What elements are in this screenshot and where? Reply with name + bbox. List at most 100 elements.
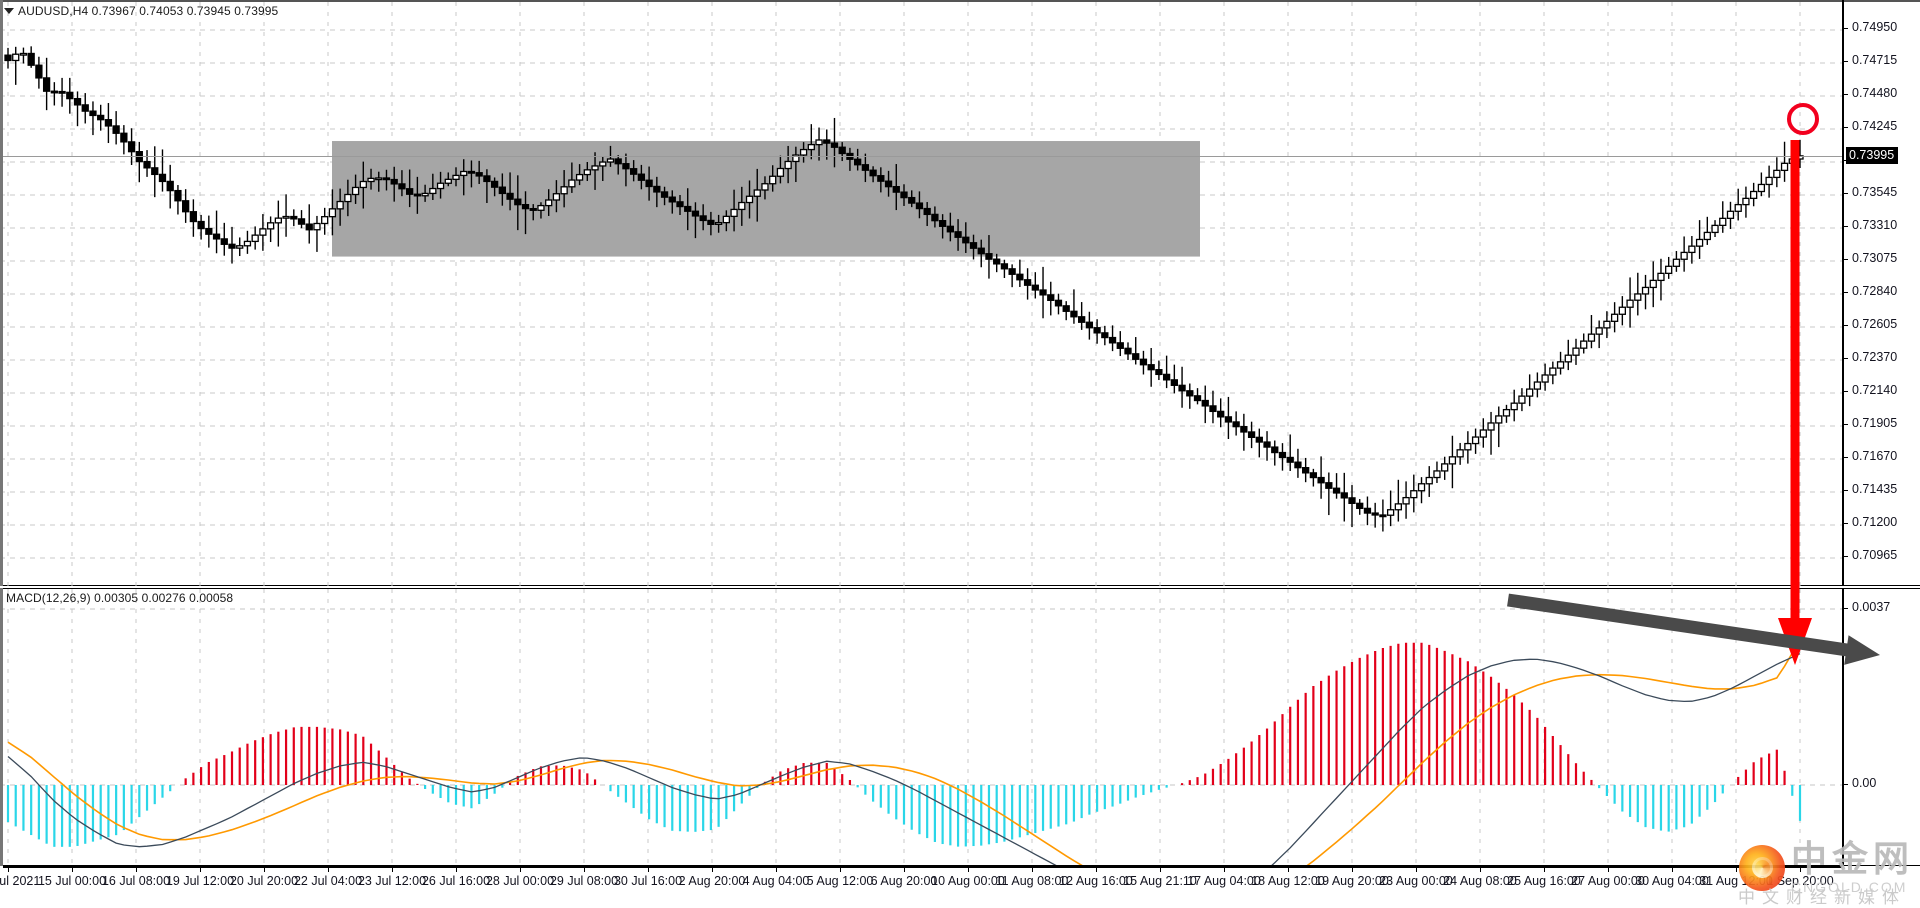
- price-axis-tick: 0.73545: [1852, 185, 1898, 199]
- price-axis-tick-mark: [1842, 457, 1848, 458]
- time-axis-tick: [72, 866, 73, 872]
- time-axis-label: 30 Jul 16:00: [613, 874, 683, 888]
- price-axis-tick-mark: [1842, 28, 1848, 29]
- time-axis-label: 23 Jul 12:00: [357, 874, 427, 888]
- macd-panel-left-edge: [0, 588, 3, 866]
- current-price-tag: 0.73995: [1846, 146, 1899, 164]
- price-axis-tick-mark: [1842, 94, 1848, 95]
- price-axis-tick: 0.70965: [1852, 548, 1898, 562]
- cngold-watermark: 中金网 CNGOLD.COM 中文财经新媒体: [1738, 842, 1914, 908]
- time-axis-tick: [712, 866, 713, 872]
- time-axis-label: 17 Aug 04:00: [1187, 874, 1261, 888]
- time-axis-tick: [776, 866, 777, 872]
- price-axis-tick-mark: [1842, 61, 1848, 62]
- price-axis-tick-mark: [1842, 160, 1848, 161]
- macd-axis-tick: 0.00: [1852, 776, 1877, 790]
- time-axis-tick: [328, 866, 329, 872]
- macd-plot-area[interactable]: [0, 589, 1842, 865]
- time-axis-label: 26 Jul 16:00: [421, 874, 491, 888]
- time-axis-label: 15 Aug 21:10: [1123, 874, 1197, 888]
- price-axis-tick-mark: [1842, 523, 1848, 524]
- time-axis-tick: [1032, 866, 1033, 872]
- price-axis-tick-mark: [1842, 127, 1848, 128]
- price-axis-separator: [1842, 0, 1844, 586]
- price-axis-tick: 0.72840: [1852, 284, 1898, 298]
- price-axis-tick: 0.72370: [1852, 350, 1898, 364]
- time-axis-tick: [1672, 866, 1673, 872]
- time-axis-tick: [1224, 866, 1225, 872]
- price-axis-tick-mark: [1842, 292, 1848, 293]
- watermark-text: 中金网 CNGOLD.COM: [1790, 842, 1914, 895]
- price-axis-tick-mark: [1842, 391, 1848, 392]
- macd-axis-tick-mark: [1842, 608, 1848, 609]
- price-axis-tick: 0.74480: [1852, 86, 1898, 100]
- time-axis-tick: [1416, 866, 1417, 872]
- time-axis-label: 16 Jul 08:00: [101, 874, 171, 888]
- time-axis-tick: [1288, 866, 1289, 872]
- macd-indicator-panel[interactable]: [0, 588, 1920, 866]
- price-plot-area[interactable]: [0, 2, 1842, 586]
- time-axis-label: 29 Jul 08:00: [549, 874, 619, 888]
- time-axis-tick: [1096, 866, 1097, 872]
- macd-chart-canvas: [0, 589, 1842, 865]
- time-axis-tick: [648, 866, 649, 872]
- price-axis-tick-mark: [1842, 193, 1848, 194]
- price-axis-tick: 0.71905: [1852, 416, 1898, 430]
- time-axis-label: 12 Aug 16:00: [1059, 874, 1133, 888]
- price-chart-panel[interactable]: [0, 0, 1920, 586]
- price-chart-canvas: [0, 2, 1842, 586]
- time-axis-tick: [456, 866, 457, 872]
- time-axis-tick: [904, 866, 905, 872]
- price-panel-left-edge: [0, 0, 3, 586]
- time-axis-tick: [584, 866, 585, 872]
- price-axis-tick-mark: [1842, 226, 1848, 227]
- time-axis-rule: [3, 866, 1842, 868]
- watermark-tagline: 中文财经新媒体: [1738, 888, 1906, 908]
- time-axis-label: 20 Jul 20:00: [229, 874, 299, 888]
- time-axis-label: 10 Aug 00:00: [931, 874, 1005, 888]
- chevron-down-icon[interactable]: [4, 8, 14, 14]
- price-axis-tick: 0.71200: [1852, 515, 1898, 529]
- price-axis-tick-mark: [1842, 556, 1848, 557]
- symbol-ohlc-label: AUDUSD,H4 0.73967 0.74053 0.73945 0.7399…: [18, 4, 279, 18]
- time-axis-tick: [1160, 866, 1161, 872]
- time-axis-label: 30 Aug 04:00: [1635, 874, 1709, 888]
- price-axis-tick: 0.72140: [1852, 383, 1898, 397]
- time-axis-label: 2 Aug 20:00: [678, 874, 746, 888]
- macd-axis-separator: [1842, 588, 1844, 866]
- time-axis-tick: [136, 866, 137, 872]
- macd-axis-tick-mark: [1842, 784, 1848, 785]
- watermark-site: CNGOLD.COM: [1790, 879, 1908, 895]
- time-axis-label: 15 Jul 00:00: [37, 874, 107, 888]
- price-axis-tick: 0.73310: [1852, 218, 1898, 232]
- macd-indicator-label: MACD(12,26,9) 0.00305 0.00276 0.00058: [6, 591, 234, 605]
- time-axis-tick: [8, 866, 9, 872]
- time-axis-label: 11 Aug 08:00: [995, 874, 1069, 888]
- time-axis-label: 18 Aug 12:00: [1251, 874, 1325, 888]
- price-axis-tick-mark: [1842, 490, 1848, 491]
- time-axis-label: 24 Aug 08:00: [1443, 874, 1517, 888]
- time-axis-label: 22 Jul 04:00: [293, 874, 363, 888]
- time-axis-tick: [1800, 866, 1801, 872]
- time-axis-label: 19 Aug 20:00: [1315, 874, 1389, 888]
- time-axis-label: 13 Jul 2021: [0, 874, 41, 888]
- price-axis-tick: 0.74245: [1852, 119, 1898, 133]
- highlight-circle-annotation: [1787, 103, 1819, 135]
- time-axis-label: 1 Sep 20:00: [1766, 874, 1834, 888]
- price-axis-tick: 0.71435: [1852, 482, 1898, 496]
- time-axis-tick: [1736, 866, 1737, 872]
- time-axis-label: 4 Aug 04:00: [742, 874, 810, 888]
- price-axis-tick: 0.72605: [1852, 317, 1898, 331]
- time-axis-label: 27 Aug 00:00: [1571, 874, 1645, 888]
- time-axis-tick: [200, 866, 201, 872]
- price-axis-tick-mark: [1842, 259, 1848, 260]
- price-axis-tick-mark: [1842, 325, 1848, 326]
- time-axis-label: 28 Jul 00:00: [485, 874, 555, 888]
- time-axis-label: 6 Aug 20:00: [870, 874, 938, 888]
- price-axis-tick-mark: [1842, 424, 1848, 425]
- time-axis-tick: [840, 866, 841, 872]
- time-axis-tick: [392, 866, 393, 872]
- time-axis-label: 23 Aug 00:00: [1379, 874, 1453, 888]
